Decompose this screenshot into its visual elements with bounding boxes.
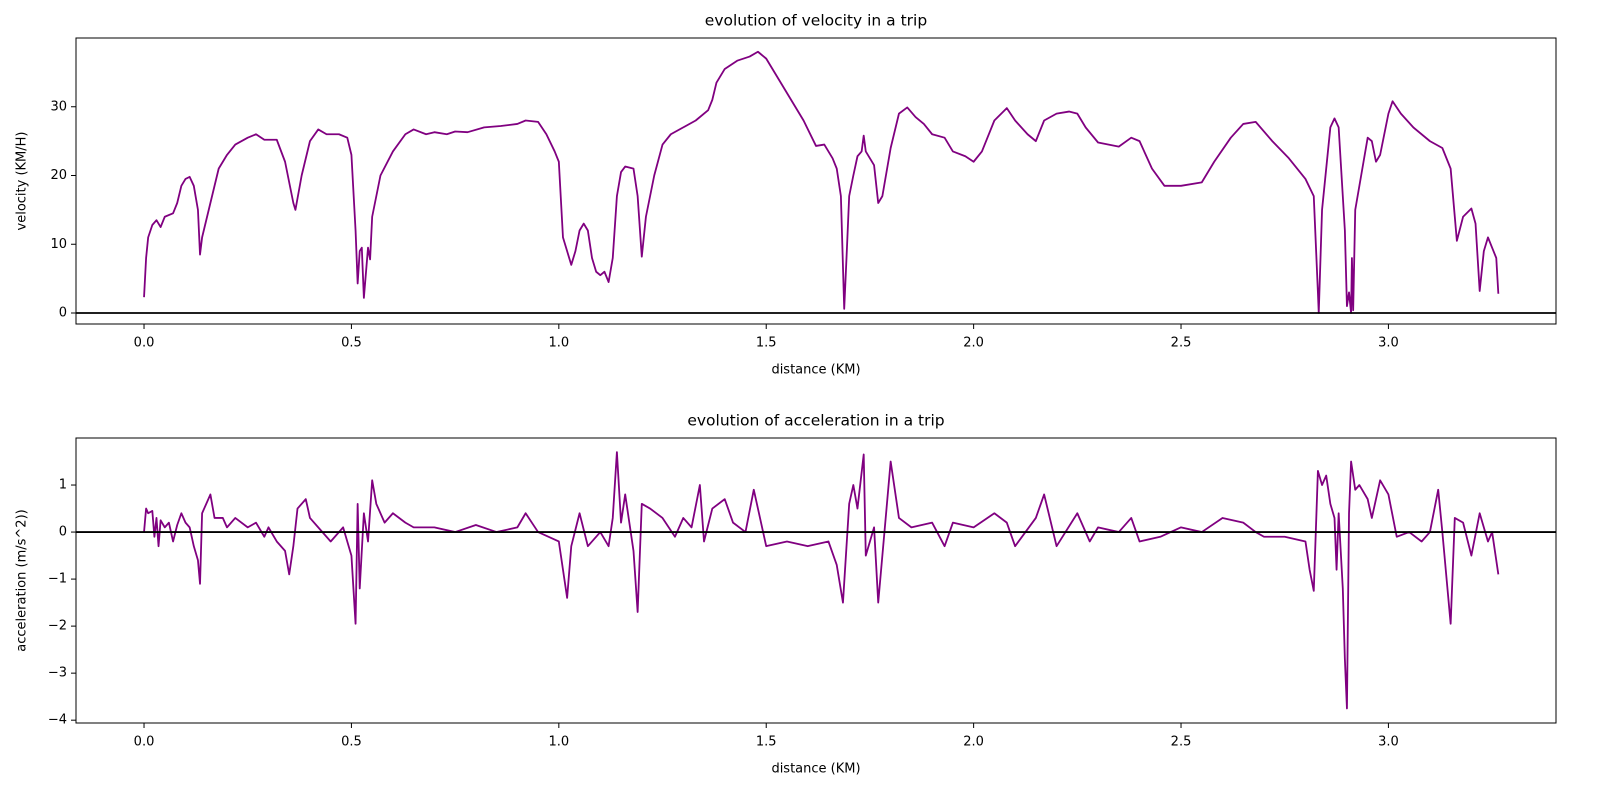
x-axis-label: distance (KM) — [771, 363, 860, 378]
y-tick-label: 20 — [50, 168, 67, 183]
x-tick-label: 2.5 — [1171, 336, 1192, 351]
x-tick-label: 2.0 — [963, 336, 984, 351]
x-tick-label: 3.0 — [1378, 336, 1399, 351]
y-tick-label: 10 — [50, 237, 67, 252]
data-line — [143, 50, 1500, 314]
y-axis-label: acceleration (m/s^2)) — [15, 509, 30, 651]
y-tick-label: 0 — [59, 306, 67, 321]
x-tick-label: 2.0 — [963, 735, 984, 750]
x-tick-label: 1.0 — [548, 735, 569, 750]
y-tick-label: 1 — [59, 478, 67, 493]
x-tick-label: 1.0 — [548, 336, 569, 351]
x-tick-label: 0.5 — [341, 336, 362, 351]
y-tick-label: −1 — [48, 572, 67, 587]
plot-frame — [75, 437, 1557, 724]
chart-title: evolution of acceleration in a trip — [687, 412, 944, 430]
y-tick-label: 0 — [59, 525, 67, 540]
x-axis-label: distance (KM) — [771, 762, 860, 777]
data-line — [143, 451, 1500, 710]
y-tick-label: −2 — [48, 619, 67, 634]
chart-title: evolution of velocity in a trip — [705, 12, 927, 30]
x-tick-label: 2.5 — [1171, 735, 1192, 750]
x-tick-label: 0.5 — [341, 735, 362, 750]
y-tick-label: −4 — [48, 713, 67, 728]
x-tick-label: 1.5 — [756, 735, 777, 750]
y-tick-label: 30 — [50, 99, 67, 114]
x-tick-label: 0.0 — [134, 336, 155, 351]
x-tick-label: 0.0 — [134, 735, 155, 750]
y-tick-label: −3 — [48, 666, 67, 681]
y-axis-label: velocity (KM/H) — [15, 132, 30, 231]
x-tick-label: 1.5 — [756, 336, 777, 351]
plot-frame — [75, 37, 1557, 325]
x-tick-label: 3.0 — [1378, 735, 1399, 750]
